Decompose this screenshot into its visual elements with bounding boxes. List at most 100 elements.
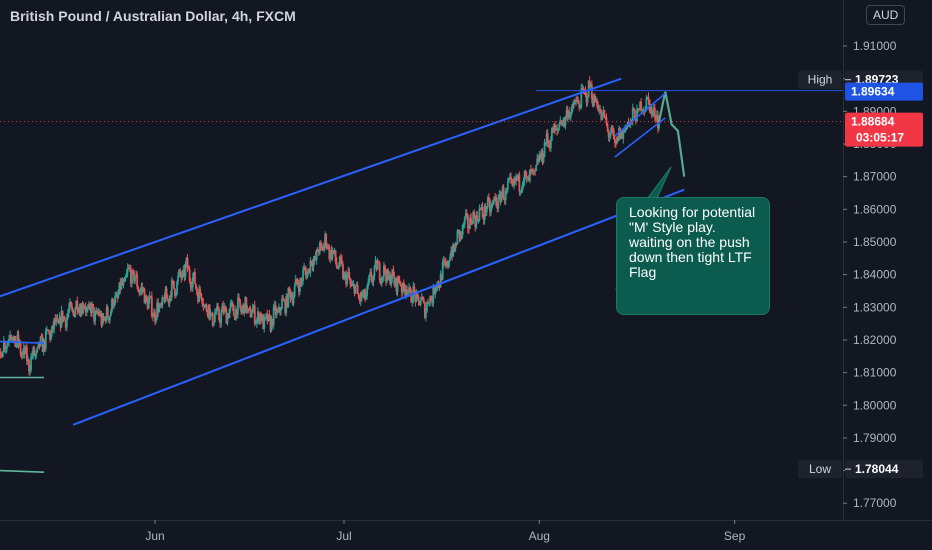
candle-body (146, 300, 149, 309)
candle-body (6, 345, 8, 349)
candle-body (268, 314, 271, 318)
candle-body (433, 287, 436, 295)
candle-body (635, 118, 637, 122)
candle-body (264, 316, 267, 318)
candle-body (83, 306, 86, 308)
candle-body (363, 289, 365, 295)
svg-text:1.89634: 1.89634 (851, 85, 895, 99)
projection-path[interactable] (657, 91, 686, 177)
currency-button[interactable]: AUD (866, 5, 906, 25)
candle-body (54, 318, 57, 323)
candle-body (477, 220, 480, 222)
candle-body (342, 264, 344, 279)
candle-body (290, 296, 293, 299)
candle-body (617, 136, 619, 141)
candle-body (74, 308, 77, 317)
left-low-line[interactable] (0, 469, 45, 474)
candle-body (648, 99, 651, 111)
candle-body (18, 342, 21, 344)
flag-upper-line[interactable] (614, 92, 666, 137)
candle-body (318, 242, 321, 253)
candle-body (207, 304, 210, 315)
candle-body (506, 182, 509, 190)
current-price-tag: 1.88684 03:05:17 (845, 112, 923, 147)
candle-body (260, 313, 262, 321)
candle-body (57, 320, 60, 324)
analysis-note[interactable]: Looking for potential "M' Style play. wa… (616, 197, 770, 315)
candle-body (462, 224, 465, 226)
flag-lower-line[interactable] (614, 117, 666, 158)
candle-body (246, 308, 249, 312)
left-trend-line[interactable] (0, 340, 45, 345)
candle-body (315, 249, 318, 260)
candle-body (593, 96, 595, 107)
candle-body (153, 312, 155, 317)
candle-body (456, 231, 459, 245)
candle-body (239, 299, 241, 308)
candle-body (45, 329, 48, 331)
candle-body (234, 309, 237, 320)
candle-body (31, 355, 34, 357)
candle-body (527, 176, 530, 182)
candle-body (90, 306, 92, 314)
candle-body (573, 103, 575, 105)
candle-body (184, 264, 187, 277)
candle-body (68, 308, 70, 314)
channel-lower-line[interactable] (72, 188, 685, 426)
candle-body (307, 268, 310, 274)
candle-body (141, 287, 144, 290)
candle-body (567, 111, 570, 118)
candle-body (344, 274, 346, 276)
candle-body (504, 190, 507, 201)
candle-body (521, 184, 524, 191)
plot-area[interactable] (0, 76, 686, 480)
candle-body (632, 108, 635, 111)
candle-body (511, 179, 513, 184)
candle-body (161, 297, 164, 306)
candle-body (535, 165, 538, 171)
candle-body (355, 284, 358, 286)
candle-body (133, 271, 135, 282)
x-tick-label: Jun (145, 529, 164, 543)
candle-body (145, 295, 148, 301)
candle-body (135, 274, 137, 278)
channel-upper-line[interactable] (0, 77, 622, 317)
candle-body (447, 261, 449, 267)
y-tick-label: 1.87000 (853, 170, 897, 184)
candle-body (394, 278, 397, 286)
candle-body (104, 317, 107, 321)
candle-body (402, 282, 405, 289)
candle-body (647, 96, 650, 100)
candle-body (247, 308, 250, 310)
candle-body (338, 256, 341, 267)
candle-body (168, 295, 171, 304)
candle-body (139, 290, 142, 294)
candle-body (577, 100, 580, 104)
candle-body (463, 216, 466, 225)
candle-body (570, 106, 573, 114)
candle-body (575, 99, 577, 103)
candle-body (558, 124, 561, 129)
time-axis[interactable]: Jun Jul Aug Sep (145, 520, 746, 543)
candle-body (289, 290, 292, 299)
candle-body (320, 242, 322, 246)
candle-body (540, 150, 543, 159)
candle-body (42, 340, 45, 352)
candle-body (498, 194, 501, 197)
candle-body (408, 287, 410, 292)
candle-body (430, 296, 433, 301)
candle-body (509, 176, 511, 179)
candle-body (195, 283, 197, 289)
price-axis[interactable]: 1.910001.900001.890001.880001.870001.860… (843, 39, 897, 510)
candle-body (608, 135, 611, 137)
candle-body (471, 223, 473, 225)
candle-body (1, 351, 4, 358)
candle-body (274, 305, 277, 315)
candle-body (518, 174, 521, 192)
candle-body (483, 206, 486, 220)
candle-body (469, 217, 471, 229)
candle-body (205, 305, 208, 311)
candle-body (367, 282, 370, 287)
candle-body (606, 124, 609, 131)
